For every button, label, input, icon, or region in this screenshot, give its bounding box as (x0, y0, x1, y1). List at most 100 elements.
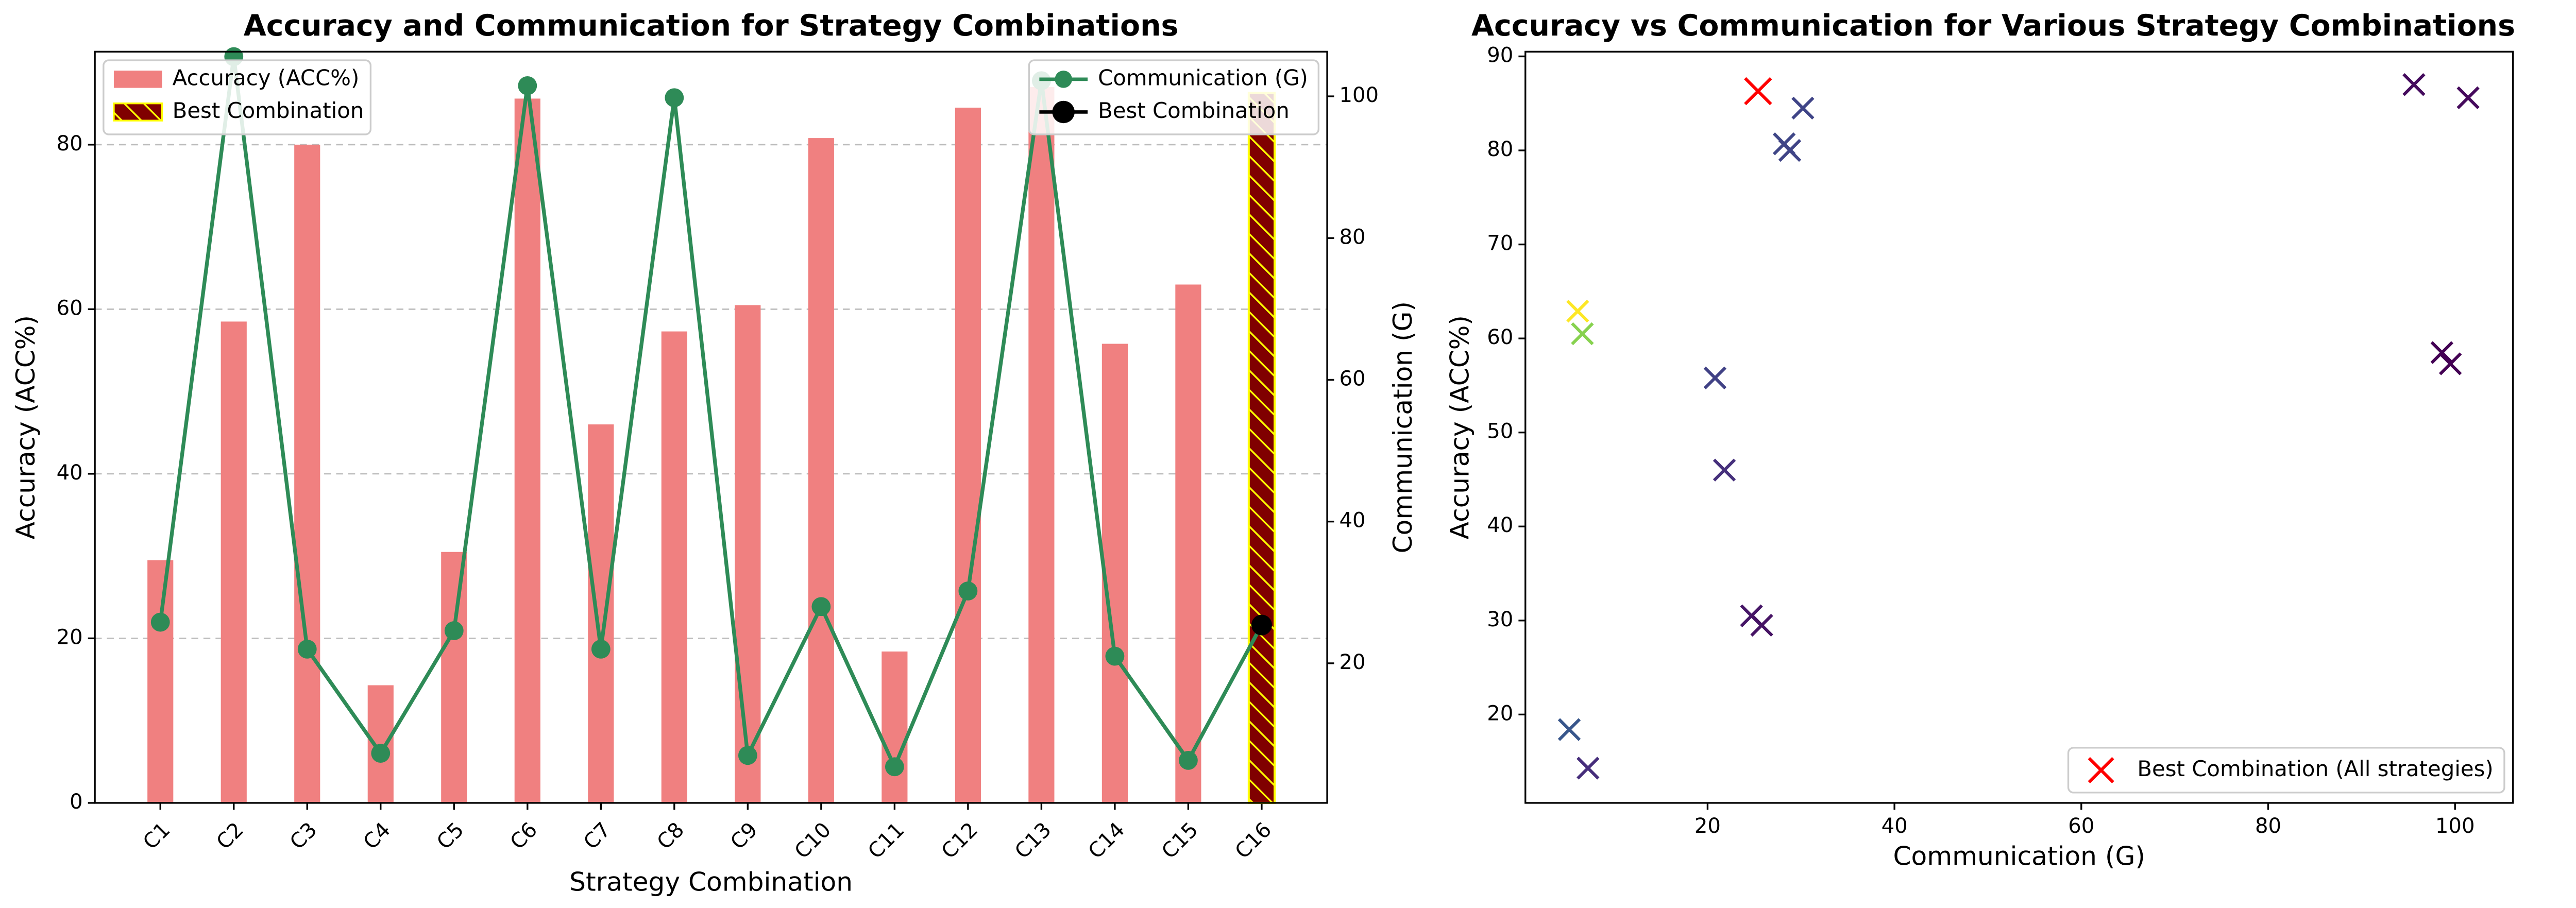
line-point (1105, 646, 1125, 666)
best-bar (1247, 92, 1276, 804)
y-tick-label: 0 (70, 790, 83, 814)
line-point (1179, 750, 1198, 770)
scatter-point (2430, 341, 2454, 364)
line (158, 56, 1264, 772)
x-tick-label: C9 (726, 818, 762, 854)
x-axis-label: Communication (G) (1893, 841, 2145, 871)
x-tick-label: 40 (1882, 814, 1908, 838)
line-point (811, 597, 831, 616)
line-point (885, 757, 904, 777)
legend-swatch (1052, 100, 1075, 124)
legend-label: Best Combination (All strategies) (2137, 756, 2493, 781)
x-tick-label: C13 (1010, 818, 1056, 863)
line-point (297, 639, 317, 659)
x-tick-label: 20 (1694, 814, 1721, 838)
legend-box (103, 59, 372, 135)
x-tick-label: C16 (1231, 818, 1276, 863)
line-point (444, 621, 464, 640)
legend-swatch (113, 102, 163, 122)
bar (735, 305, 761, 803)
y-tick-label: 30 (1487, 608, 1513, 631)
line-point (518, 76, 537, 95)
scatter-point (2402, 73, 2426, 96)
y2-tick-label: 60 (1339, 367, 1365, 390)
x-tick-label: C10 (790, 818, 836, 863)
y-tick-label: 20 (57, 625, 83, 649)
y2-tick-label: 100 (1339, 83, 1379, 107)
x-tick-label: C7 (579, 818, 615, 854)
bar (1175, 284, 1201, 803)
x-tick-label: C1 (139, 818, 175, 854)
scatter-point (1791, 96, 1815, 120)
line-point (591, 639, 611, 659)
bar (955, 107, 981, 803)
y-tick-label: 70 (1487, 232, 1513, 255)
bar (514, 98, 540, 803)
y2-tick-label: 80 (1339, 225, 1365, 249)
plot-frame (1524, 50, 2514, 804)
legend-swatch (113, 71, 162, 88)
y2-tick-label: 40 (1339, 509, 1365, 533)
legend-box (2067, 747, 2505, 794)
y2-tick-label: 20 (1339, 650, 1365, 674)
scatter-point (2438, 352, 2462, 375)
y-axis-label: Accuracy (ACC%) (10, 315, 41, 539)
bar (441, 552, 467, 803)
line-point (1251, 614, 1272, 636)
bar (221, 321, 247, 803)
x-tick-label: C5 (432, 818, 468, 854)
line-point (958, 581, 978, 601)
x-tick-label: C4 (359, 818, 395, 854)
legend-swatch (1055, 71, 1072, 88)
bar (1101, 344, 1128, 803)
scatter-point (1566, 299, 1589, 323)
x-tick-label: C12 (937, 818, 982, 863)
y-tick-label: 60 (1487, 325, 1513, 349)
plot-frame (94, 50, 1328, 804)
bar (882, 651, 908, 803)
bar (147, 560, 174, 803)
x-tick-label: C14 (1084, 818, 1129, 863)
y-tick-label: 90 (1487, 43, 1513, 67)
legend-label: Accuracy (ACC%) (173, 65, 360, 90)
y-axis-label: Accuracy (ACC%) (1444, 315, 1475, 539)
legend-swatch (2088, 757, 2114, 783)
x-axis-label: Strategy Combination (569, 867, 853, 897)
bar (294, 144, 320, 803)
y-tick-label: 80 (57, 132, 83, 156)
legend-label: Best Combination (1098, 98, 1290, 123)
line-point (665, 88, 684, 108)
scatter-point (1750, 613, 1773, 637)
line-point (371, 744, 391, 763)
scatter-point (1703, 366, 1727, 390)
scatter-point (1778, 139, 1802, 162)
scatter-point (1577, 757, 1600, 780)
y-tick-label: 80 (1487, 138, 1513, 161)
line-point (738, 746, 757, 765)
x-tick-label: 60 (2068, 814, 2094, 838)
x-tick-label: C6 (506, 818, 542, 854)
y-tick-label: 40 (57, 461, 83, 485)
scatter-point (2456, 86, 2480, 110)
bar (661, 331, 687, 803)
y-tick-label: 40 (1487, 513, 1513, 537)
y2-axis-label: Communication (G) (1387, 301, 1418, 553)
x-tick-label: C15 (1157, 818, 1202, 863)
x-tick-label: C2 (212, 818, 248, 854)
scatter-point (1571, 322, 1594, 346)
x-tick-label: 80 (2255, 814, 2281, 838)
x-tick-label: C11 (863, 818, 909, 863)
chart-title: Accuracy and Communication for Strategy … (244, 9, 1179, 43)
scatter-point (1713, 458, 1736, 482)
legend-label: Communication (G) (1098, 65, 1308, 90)
y-tick-label: 20 (1487, 701, 1513, 725)
y-tick-label: 60 (57, 296, 83, 320)
bar (808, 138, 834, 803)
bar (588, 424, 614, 803)
x-tick-label: C3 (285, 818, 321, 854)
legend-box (1028, 59, 1319, 135)
scatter-point (1557, 718, 1581, 741)
x-tick-label: C8 (653, 818, 689, 854)
x-tick-label: 100 (2435, 814, 2475, 838)
